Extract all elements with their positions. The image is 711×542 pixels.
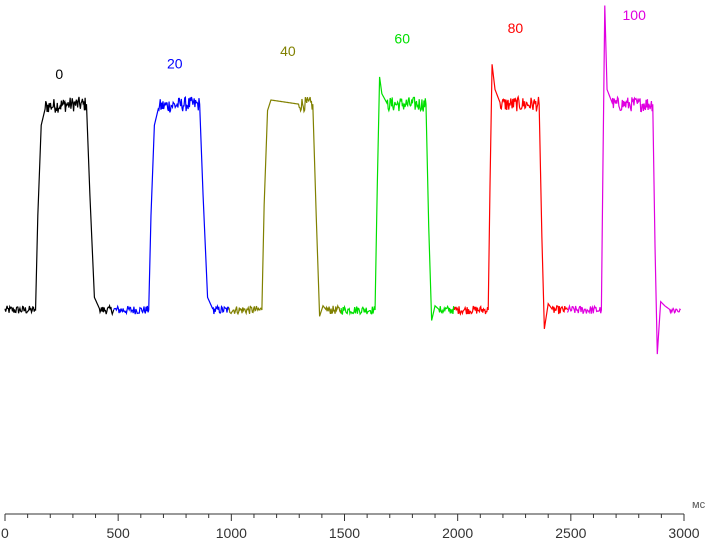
series-line-100 xyxy=(566,5,682,355)
x-tick-label: 1500 xyxy=(329,525,360,541)
series-label-20: 20 xyxy=(167,56,183,72)
series-line-0 xyxy=(4,96,115,317)
series-line-60 xyxy=(340,76,455,321)
series-layer xyxy=(4,5,682,355)
x-tick-label: 3000 xyxy=(668,525,699,541)
series-label-60: 60 xyxy=(394,30,410,46)
series-line-80 xyxy=(453,64,569,329)
series-label-100: 100 xyxy=(623,7,647,23)
series-label-layer: 0 20 40 60 80 100 xyxy=(55,7,646,82)
x-tick-label: 1000 xyxy=(216,525,247,541)
series-label-40: 40 xyxy=(280,43,296,59)
x-tick-label: 0 xyxy=(1,525,9,541)
series-line-40 xyxy=(228,96,342,317)
x-axis-unit-label: мс xyxy=(692,499,706,511)
series-label-0: 0 xyxy=(55,66,63,82)
x-tick-label: 2500 xyxy=(555,525,586,541)
x-tick-label: 500 xyxy=(106,525,130,541)
series-line-20 xyxy=(113,95,230,316)
x-tick-label: 2000 xyxy=(442,525,473,541)
x-axis: мс 0 500 1000 1500 2000 2500 3000 xyxy=(1,499,706,541)
series-label-80: 80 xyxy=(508,20,524,36)
